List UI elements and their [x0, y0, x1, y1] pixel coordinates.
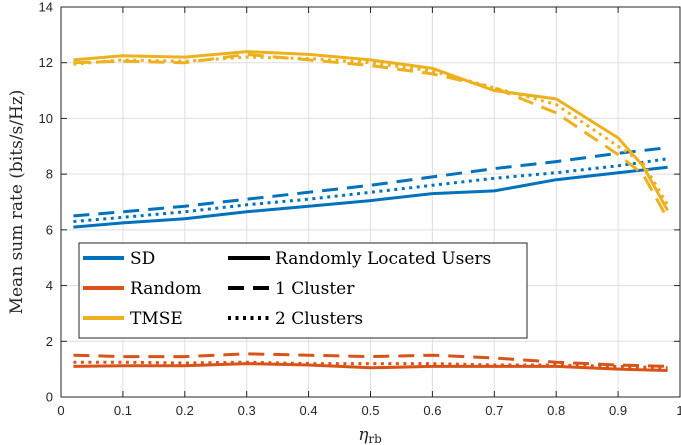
y-axis-label: Mean sum rate (bits/s/Hz): [7, 90, 27, 315]
legend: SD Random TMSE Randomly Located Users 1 Clus…: [78, 242, 528, 339]
legend-label-randomly-located-users: Randomly Located Users: [275, 249, 491, 269]
series-layer: [73, 50, 669, 372]
y-tick-label: 12: [39, 55, 53, 70]
x-axis-label-main: η: [358, 425, 369, 445]
x-tick-label: 0.2: [176, 403, 194, 418]
series-sd-1-cluster: [73, 146, 668, 218]
x-tick-label: 0.3: [238, 403, 256, 418]
x-axis-label: ηrb: [358, 425, 382, 445]
x-tick-label: 0.7: [485, 403, 503, 418]
series-random-1-cluster: [73, 352, 668, 368]
y-tick-label: 6: [46, 222, 53, 237]
series-random-randomly-located-users: [73, 362, 668, 372]
y-tick-label: 0: [46, 390, 53, 405]
legend-box: [78, 242, 528, 339]
series-sd-randomly-located-users: [73, 165, 668, 229]
y-tick-label: 14: [39, 0, 53, 15]
series-tmse-1-cluster: [73, 52, 669, 220]
legend-label-tmse: TMSE: [130, 309, 183, 329]
series-random-2-clusters: [73, 360, 668, 370]
series-tmse-randomly-located-users: [73, 50, 669, 212]
y-tick-label: 4: [46, 278, 53, 293]
x-tick-label: 1: [676, 403, 681, 418]
series-sd-2-clusters: [73, 157, 668, 223]
x-tick-label: 0: [57, 403, 64, 418]
legend-label-1-cluster: 1 Cluster: [275, 279, 355, 299]
y-tick-label: 8: [46, 167, 53, 182]
x-tick-label: 0.4: [300, 403, 318, 418]
legend-label-2-clusters: 2 Clusters: [275, 309, 363, 329]
x-tick-label: 0.6: [423, 403, 441, 418]
x-tick-label: 0.9: [609, 403, 627, 418]
x-tick-label: 0.5: [361, 403, 379, 418]
y-tick-label: 10: [39, 111, 53, 126]
x-tick-label: 0.1: [114, 403, 132, 418]
y-tick-label: 2: [46, 334, 53, 349]
x-tick-label: 0.8: [547, 403, 565, 418]
legend-label-random: Random: [130, 279, 202, 299]
legend-label-sd: SD: [130, 249, 155, 269]
x-axis-label-sub: rb: [368, 432, 382, 445]
